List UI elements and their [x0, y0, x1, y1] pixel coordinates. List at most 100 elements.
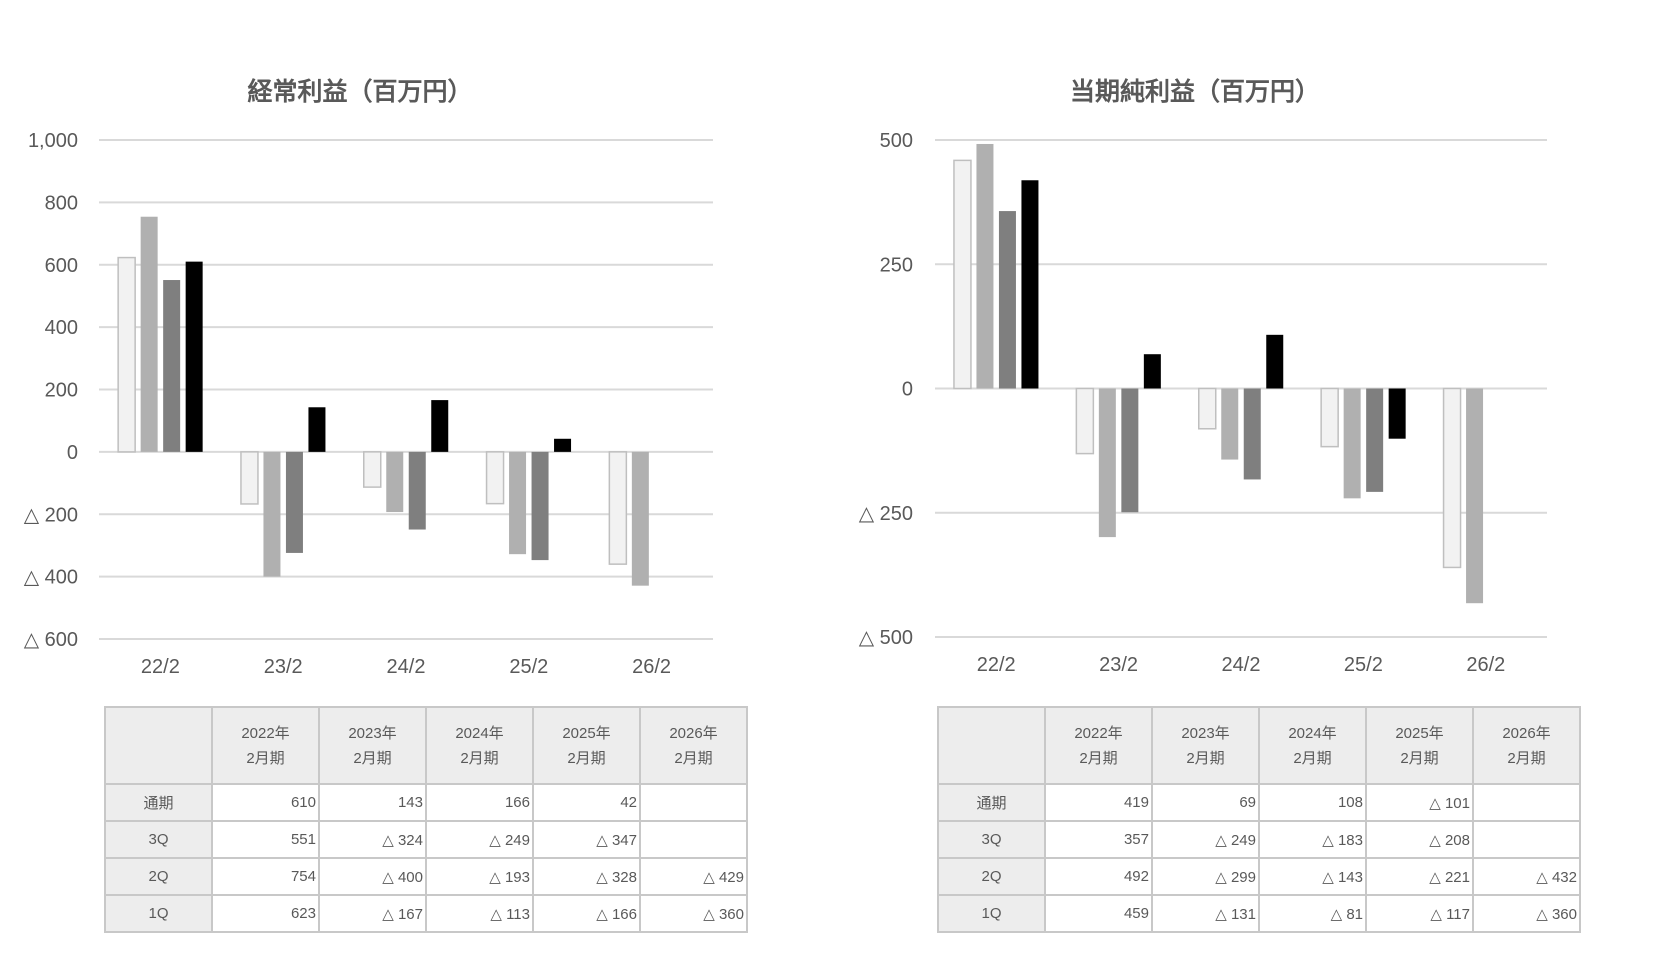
- value-cell: 754: [211, 857, 320, 896]
- bar-2Q: [1098, 388, 1116, 538]
- bar-3Q: [998, 211, 1016, 389]
- value-cell: △ 131: [1151, 894, 1260, 933]
- table-row: 通期 610 143 166 42: [104, 783, 748, 822]
- value-cell: △ 429: [639, 857, 748, 896]
- bar-1Q: [1075, 387, 1095, 455]
- value-cell: 492: [1044, 857, 1153, 896]
- header-period: 2月期: [1507, 749, 1546, 767]
- value-cell: △ 221: [1365, 857, 1474, 896]
- header-year: 2022年: [1074, 724, 1123, 742]
- bar-通期: [554, 438, 572, 452]
- row-label: 2Q: [104, 857, 213, 896]
- net-profit-table: 2022年 2月期 2023年 2月期 2024年 2月期 2025年 2月期 2026年 2月期…: [937, 706, 1581, 933]
- header-year: 2023年: [1181, 724, 1230, 742]
- table-row: 1Q 459 △ 131 △ 81 △ 117 △ 360: [937, 894, 1581, 933]
- value-cell: 108: [1258, 783, 1367, 822]
- header-row: 2022年 2月期 2023年 2月期 2024年 2月期 2025年 2月期 2026年 2月期: [104, 706, 748, 785]
- value-cell: △ 101: [1365, 783, 1474, 822]
- table-row: 3Q 357 △ 249 △ 183 △ 208: [937, 820, 1581, 859]
- header-cell: 2023年 2月期: [318, 706, 427, 785]
- value-cell: 143: [318, 783, 427, 822]
- value-cell: △ 324: [318, 820, 427, 859]
- y-tick-label: △ 250: [859, 503, 913, 525]
- y-tick-label: 0: [67, 442, 78, 464]
- x-tick-label: 26/2: [1466, 654, 1505, 676]
- value-cell: △ 183: [1258, 820, 1367, 859]
- value-cell: △ 167: [318, 894, 427, 933]
- y-tick-label: 200: [45, 380, 78, 402]
- bar-3Q: [1366, 388, 1384, 492]
- charts-canvas: 経常利益（百万円） 1,000 800 600 400 200 0 △ 200 △ 400 △ 6…: [24, 77, 1547, 678]
- value-cell: △ 143: [1258, 857, 1367, 896]
- value-cell: △ 166: [532, 894, 641, 933]
- value-cell: 42: [532, 783, 641, 822]
- bar-1Q: [363, 451, 382, 488]
- bar-3Q: [531, 451, 549, 561]
- value-cell: 623: [211, 894, 320, 933]
- header-year: 2024年: [455, 724, 504, 742]
- x-tick-label: 23/2: [264, 656, 303, 678]
- bar-2Q: [509, 451, 527, 555]
- header-period: 2月期: [674, 749, 713, 767]
- value-cell: △ 113: [425, 894, 534, 933]
- x-tick-label: 23/2: [1099, 654, 1138, 676]
- value-cell: △ 360: [639, 894, 748, 933]
- bar-通期: [1143, 354, 1161, 389]
- bar-3Q: [408, 451, 426, 530]
- value-cell: △ 299: [1151, 857, 1260, 896]
- value-cell: 69: [1151, 783, 1260, 822]
- header-cell: 2026年 2月期: [639, 706, 748, 785]
- header-year: 2026年: [1502, 724, 1551, 742]
- bar-通期: [308, 407, 326, 452]
- bar-通期: [1021, 180, 1039, 389]
- bar-3Q: [1243, 388, 1261, 480]
- table-row: 2Q 492 △ 299 △ 143 △ 221 △ 432: [937, 857, 1581, 896]
- bar-2Q: [1221, 388, 1239, 460]
- y-tick-label: 250: [880, 254, 913, 276]
- value-cell: △ 328: [532, 857, 641, 896]
- header-cell: 2025年 2月期: [532, 706, 641, 785]
- row-label: 3Q: [937, 820, 1046, 859]
- header-cell: 2026年 2月期: [1472, 706, 1581, 785]
- value-cell: △ 193: [425, 857, 534, 896]
- value-cell: [1472, 820, 1581, 859]
- row-label: 1Q: [937, 894, 1046, 933]
- chart-title: 当期純利益（百万円）: [1070, 77, 1320, 106]
- y-tick-label: △ 200: [24, 504, 78, 526]
- value-cell: △ 249: [1151, 820, 1260, 859]
- y-tick-label: 0: [902, 379, 913, 401]
- header-cell: 2023年 2月期: [1151, 706, 1260, 785]
- bar-2Q: [140, 216, 158, 452]
- header-year: 2022年: [241, 724, 290, 742]
- bar-通期: [1266, 334, 1284, 389]
- value-cell: △ 208: [1365, 820, 1474, 859]
- x-tick-label: 25/2: [1344, 654, 1383, 676]
- y-tick-label: 400: [45, 317, 78, 339]
- bar-2Q: [263, 451, 281, 577]
- value-cell: [639, 820, 748, 859]
- bar-1Q: [1442, 387, 1462, 569]
- value-cell: 551: [211, 820, 320, 859]
- header-period: 2月期: [353, 749, 392, 767]
- value-cell: 610: [211, 783, 320, 822]
- value-cell: [1472, 783, 1581, 822]
- bar-1Q: [1198, 387, 1217, 430]
- row-label: 1Q: [104, 894, 213, 933]
- header-cell: 2022年 2月期: [1044, 706, 1153, 785]
- bar-3Q: [163, 280, 181, 452]
- x-tick-label: 26/2: [632, 656, 671, 678]
- table-row: 通期 419 69 108 △ 101: [937, 783, 1581, 822]
- bar-1Q: [953, 159, 972, 390]
- header-year: 2026年: [669, 724, 718, 742]
- x-tick-label: 25/2: [509, 656, 548, 678]
- value-cell: [639, 783, 748, 822]
- bar-3Q: [285, 451, 303, 553]
- bar-2Q: [976, 143, 994, 389]
- value-cell: 166: [425, 783, 534, 822]
- bar-通期: [431, 400, 449, 452]
- ordinary-profit-table: 2022年 2月期 2023年 2月期 2024年 2月期 2025年 2月期 2026年 2月期…: [104, 706, 748, 933]
- chart-title: 経常利益（百万円）: [247, 77, 472, 106]
- header-year: 2024年: [1288, 724, 1337, 742]
- header-cell: 2024年 2月期: [1258, 706, 1367, 785]
